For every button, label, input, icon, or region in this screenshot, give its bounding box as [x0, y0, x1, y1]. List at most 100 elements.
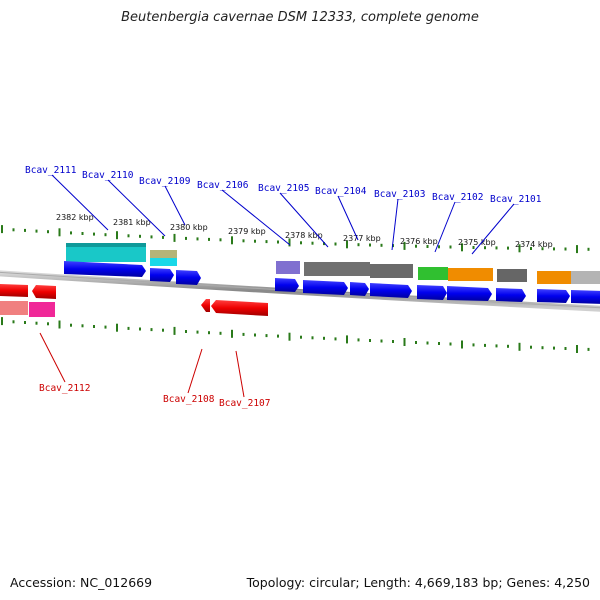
gene-arrow-forward[interactable]	[571, 290, 600, 304]
ruler-tick	[139, 234, 141, 238]
ruler-tick	[47, 322, 49, 326]
gene-label-reverse[interactable]: Bcav_2108	[163, 394, 215, 405]
cog-box[interactable]	[66, 243, 146, 262]
gene-arrow-reverse[interactable]	[201, 299, 210, 312]
cog-box[interactable]	[276, 261, 300, 274]
ruler-tick	[334, 337, 337, 341]
ruler-tick	[81, 232, 84, 235]
genome-backbone	[0, 270, 600, 312]
ruler-tick	[219, 331, 222, 335]
ruler-tick	[58, 320, 61, 329]
gene-arrow-forward[interactable]	[64, 261, 146, 277]
ruler-tick	[553, 247, 555, 251]
ruler-tick	[173, 233, 176, 242]
gene-arrow-forward[interactable]	[496, 288, 526, 302]
gene-label-forward[interactable]: Bcav_2103	[374, 189, 425, 200]
ruler-tick	[323, 336, 325, 340]
cog-box[interactable]	[29, 302, 55, 317]
leader-line	[235, 350, 245, 398]
ruler-tick	[472, 343, 475, 347]
ruler-tick	[449, 342, 452, 346]
label-leaders	[39, 174, 515, 398]
ruler-tick	[242, 239, 245, 243]
gene-arrow-reverse[interactable]	[211, 300, 268, 316]
gene-arrow-forward[interactable]	[417, 285, 447, 300]
gene-label-forward[interactable]: Bcav_2110	[82, 170, 134, 181]
ruler-tick	[70, 323, 72, 327]
ruler-tick	[208, 237, 210, 241]
ruler-tick	[380, 243, 383, 247]
cog-box[interactable]	[571, 271, 600, 284]
gene-label-forward[interactable]: Bcav_2101	[490, 194, 542, 205]
ruler-tick	[162, 328, 164, 332]
gene-label-forward[interactable]: Bcav_2109	[139, 176, 191, 187]
cog-box[interactable]	[150, 250, 177, 258]
cog-box[interactable]	[448, 268, 493, 281]
gene-arrow-forward[interactable]	[275, 278, 299, 292]
ruler-tick	[564, 347, 567, 350]
ruler-tick	[265, 240, 268, 244]
ruler-tick	[438, 245, 440, 249]
ruler-tick	[231, 329, 233, 338]
gene-arrow-forward[interactable]	[303, 280, 348, 295]
gene-label-forward[interactable]: Bcav_2111	[25, 165, 77, 176]
ruler-label: 2382 kbp	[56, 213, 94, 222]
gene-arrow-forward[interactable]	[447, 286, 492, 301]
ruler-tick	[576, 245, 578, 254]
gene-arrow-reverse[interactable]	[32, 285, 56, 299]
ruler-tick	[24, 321, 26, 324]
ruler-tick	[564, 247, 567, 251]
leader-line	[434, 201, 456, 253]
cog-box[interactable]	[304, 262, 370, 276]
ruler-tick	[553, 346, 555, 350]
cog-box[interactable]	[418, 267, 448, 280]
ruler-tick	[507, 344, 509, 348]
gene-label-forward[interactable]: Bcav_2102	[432, 192, 483, 203]
cog-boxes-forward	[66, 243, 600, 284]
gene-label-forward[interactable]: Bcav_2104	[315, 186, 367, 197]
ruler-tick	[300, 241, 302, 245]
ruler-tick	[219, 238, 222, 242]
ruler-tick	[403, 338, 406, 346]
cog-box[interactable]	[150, 258, 177, 266]
ruler-tick	[288, 238, 291, 247]
leader-line	[164, 185, 186, 226]
gene-label-forward[interactable]: Bcav_2106	[197, 180, 249, 191]
cog-box[interactable]	[0, 301, 28, 315]
ruler-upper	[1, 225, 590, 254]
ruler-tick	[81, 324, 84, 328]
ruler-tick	[587, 347, 590, 351]
leader-line	[391, 198, 399, 251]
ruler-tick	[93, 325, 95, 328]
ruler-tick	[127, 326, 130, 330]
ruler-tick	[392, 340, 394, 343]
ruler-tick	[265, 334, 268, 338]
ruler-tick	[162, 235, 164, 239]
leader-line	[279, 192, 329, 248]
gene-arrow-forward[interactable]	[150, 268, 174, 282]
gene-label-reverse[interactable]: Bcav_2107	[219, 398, 270, 409]
ruler-tick	[369, 243, 371, 247]
ruler-tick	[449, 245, 452, 249]
ruler-tick	[415, 244, 417, 248]
ruler-tick	[1, 225, 3, 234]
gene-arrow-reverse[interactable]	[0, 284, 28, 297]
reverse-strand-genes	[0, 284, 268, 317]
ruler-tick	[380, 339, 383, 343]
ruler-tick	[196, 237, 199, 241]
ruler-tick	[277, 240, 279, 244]
gene-arrow-forward[interactable]	[350, 282, 369, 296]
ruler-tick	[530, 345, 532, 349]
cog-box[interactable]	[497, 269, 527, 282]
ruler-tick	[196, 330, 199, 334]
gene-arrow-forward[interactable]	[537, 289, 570, 303]
gene-arrow-forward[interactable]	[370, 283, 412, 298]
ruler-tick	[12, 228, 15, 232]
gene-label-forward[interactable]: Bcav_2105	[258, 183, 309, 194]
cog-box[interactable]	[370, 264, 413, 278]
cog-box[interactable]	[537, 271, 571, 284]
gene-arrow-forward[interactable]	[176, 270, 201, 285]
ruler-tick	[242, 332, 245, 336]
gene-label-reverse[interactable]: Bcav_2112	[39, 383, 90, 394]
ruler-tick	[576, 345, 578, 353]
